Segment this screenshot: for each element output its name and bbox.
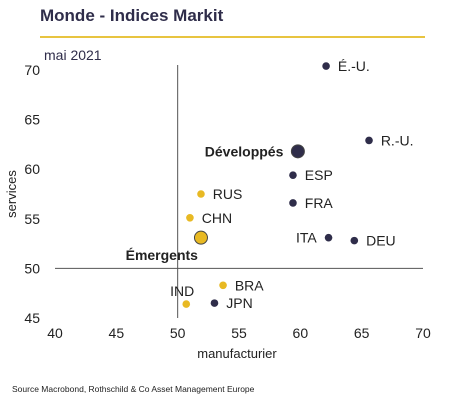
data-point <box>289 199 297 207</box>
data-point <box>219 281 227 290</box>
axes-layer: mai 2021 40 45 50 55 60 65 70 45 50 55 60 65 70 manufa… <box>4 47 431 361</box>
chart-subtitle: mai 2021 <box>44 47 102 63</box>
data-point <box>210 299 219 307</box>
points-layer <box>182 62 373 308</box>
chart-title: Monde - Indices Markit <box>40 6 224 25</box>
data-point <box>197 190 205 198</box>
y-axis-title: services <box>4 170 19 218</box>
title-rule <box>40 36 425 38</box>
y-tick-label: 55 <box>24 211 40 227</box>
y-tick-label: 65 <box>24 112 40 128</box>
source-note: Source Macrobond, Rothschild & Co Asset … <box>12 384 255 394</box>
x-tick-label: 50 <box>170 325 186 341</box>
data-point <box>350 236 359 245</box>
aggregate-point <box>290 144 305 159</box>
x-tick-label: 70 <box>415 325 431 341</box>
point-label: Développés <box>205 143 284 159</box>
data-point <box>182 300 191 308</box>
x-tick-label: 60 <box>293 325 309 341</box>
y-tick-label: 60 <box>24 161 40 177</box>
point-label: ESP <box>305 167 333 183</box>
point-label: R.-U. <box>381 132 414 148</box>
x-tick-label: 55 <box>231 325 247 341</box>
point-label: Émergents <box>126 247 199 263</box>
data-point <box>289 171 297 179</box>
data-point <box>324 233 333 242</box>
y-tick-label: 50 <box>24 260 40 276</box>
point-label: JPN <box>226 295 252 311</box>
point-label: CHN <box>202 210 232 226</box>
labels-layer: É.-U. R.-U. ESP FRA ITA DEU JPN RUS CHN BRA IND Dév… <box>126 58 414 311</box>
data-point <box>365 136 373 145</box>
x-tick-label: 45 <box>109 325 125 341</box>
data-point <box>186 214 194 222</box>
point-label: FRA <box>305 195 334 211</box>
aggregate-point <box>193 230 208 245</box>
data-point <box>322 62 330 70</box>
point-label: RUS <box>213 186 243 202</box>
point-label: ITA <box>296 230 317 246</box>
y-tick-label: 70 <box>24 62 40 78</box>
point-label: BRA <box>235 277 264 293</box>
y-tick-label: 45 <box>24 310 40 326</box>
point-label: É.-U. <box>338 58 370 74</box>
point-label: DEU <box>366 233 396 249</box>
x-tick-label: 65 <box>354 325 370 341</box>
x-tick-label: 40 <box>47 325 63 341</box>
point-label: IND <box>170 283 194 299</box>
x-axis-title: manufacturier <box>197 346 277 361</box>
